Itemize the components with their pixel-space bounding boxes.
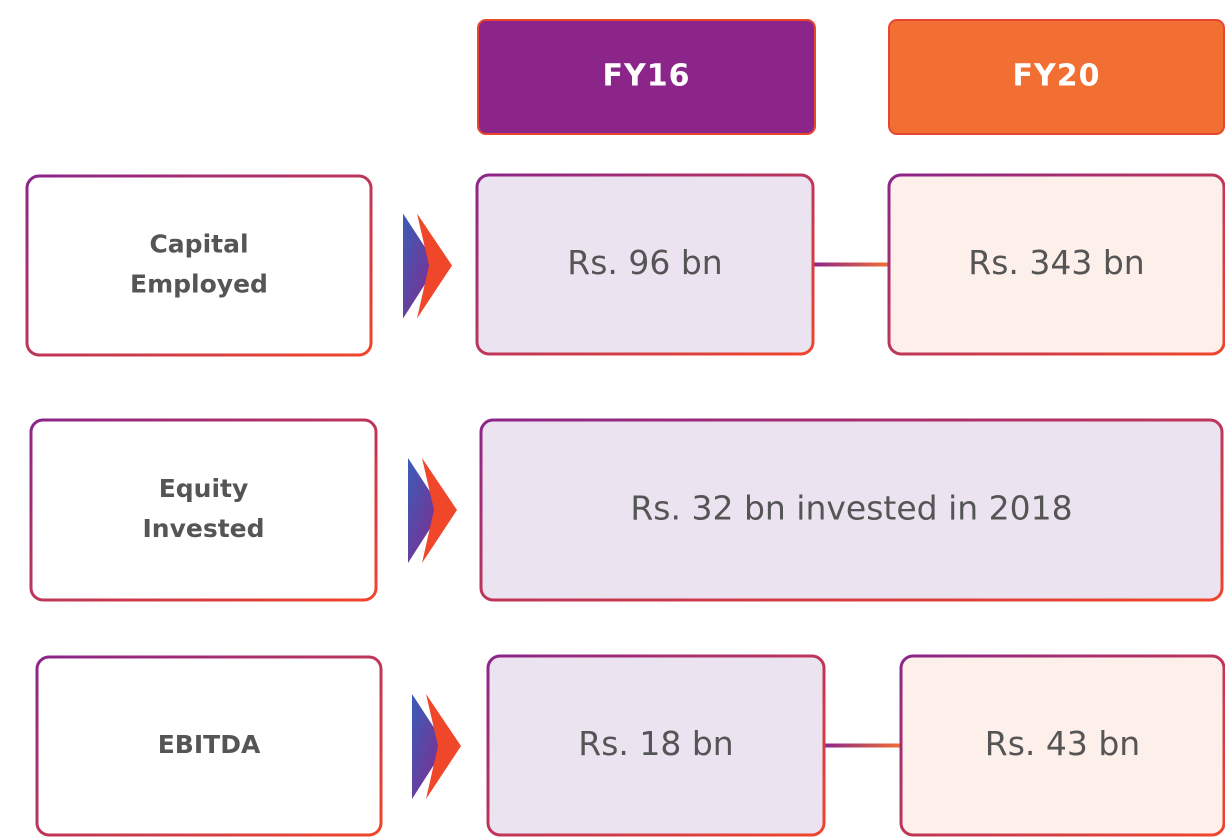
row-label: Employed	[130, 270, 268, 299]
arrow-front	[426, 694, 461, 799]
row-label: Invested	[142, 514, 264, 543]
value-box	[486, 654, 826, 837]
value-text: Rs. 343 bn	[968, 243, 1144, 282]
row-label-box	[29, 418, 378, 602]
value-box	[475, 173, 815, 356]
column-header	[888, 19, 1225, 135]
value-text: Rs. 43 bn	[985, 724, 1140, 763]
value-text: Rs. 18 bn	[578, 724, 733, 763]
value-box	[899, 654, 1225, 837]
row-label-box	[25, 174, 373, 357]
row-label-box	[35, 655, 383, 837]
column-header-text: FY16	[603, 59, 691, 94]
row-label: Capital	[149, 230, 248, 259]
row-label: Equity	[159, 474, 249, 503]
column-header	[477, 19, 816, 135]
column-header-text: FY20	[1013, 59, 1101, 94]
arrow-back	[412, 694, 446, 799]
arrow-front	[422, 458, 457, 563]
arrow-front	[417, 213, 452, 319]
value-text: Rs. 32 bn invested in 2018	[630, 489, 1072, 528]
row-label: EBITDA	[158, 730, 261, 759]
value-box	[887, 173, 1225, 356]
arrow-back	[408, 458, 442, 563]
value-text: Rs. 96 bn	[567, 243, 722, 282]
value-box	[479, 418, 1224, 602]
arrow-back	[403, 213, 437, 319]
